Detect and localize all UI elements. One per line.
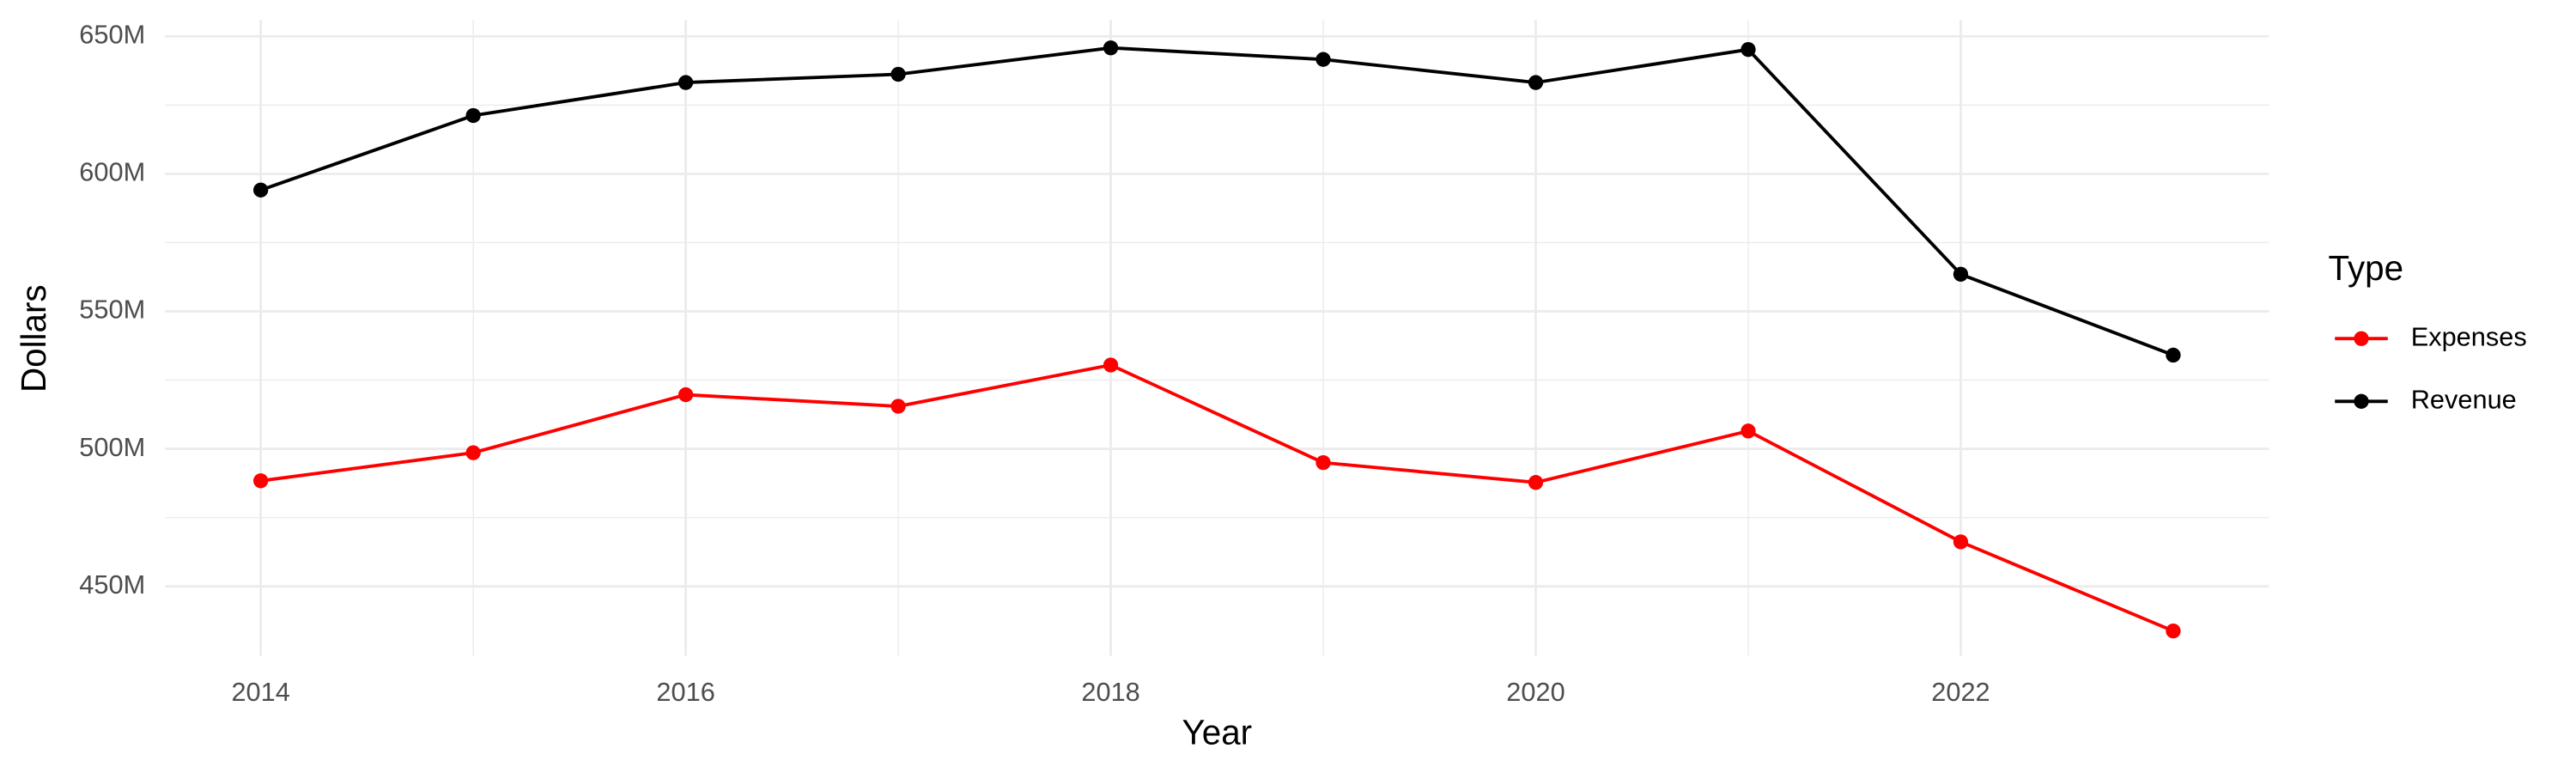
data-point <box>465 107 481 124</box>
data-point <box>1528 75 1544 90</box>
data-point <box>2166 623 2181 639</box>
legend-label: Revenue <box>2411 384 2517 414</box>
series-line <box>260 46 2174 357</box>
data-point <box>677 75 694 90</box>
data-point <box>253 473 269 489</box>
y-tick-label: 500M <box>79 432 145 462</box>
data-point <box>1953 534 1969 550</box>
data-point <box>1315 455 1331 471</box>
x-tick-label: 2018 <box>1081 677 1139 707</box>
y-axis-title: Dollars <box>14 284 53 393</box>
data-point <box>1103 40 1119 56</box>
data-point <box>890 66 906 82</box>
x-tick-label: 2016 <box>656 677 714 707</box>
data-point <box>1741 42 1756 58</box>
y-tick-label: 650M <box>79 19 145 49</box>
legend-point <box>2354 393 2369 409</box>
y-tick-label: 550M <box>79 295 145 325</box>
x-axis-title: Year <box>1182 712 1253 752</box>
legend-label: Expenses <box>2411 321 2527 351</box>
data-point <box>1528 475 1544 490</box>
y-tick-label: 600M <box>79 157 145 187</box>
data-point <box>1741 423 1756 439</box>
data-point <box>1103 357 1119 373</box>
data-point <box>2166 347 2181 363</box>
data-point <box>465 445 481 460</box>
x-tick-label: 2022 <box>1931 677 1990 707</box>
y-tick-label: 450M <box>79 569 145 600</box>
x-tick-label: 2020 <box>1506 677 1564 707</box>
data-point <box>677 386 694 403</box>
legend-title: Type <box>2329 248 2404 288</box>
data-point <box>1315 52 1331 67</box>
data-point <box>1953 266 1969 282</box>
series-line <box>260 362 2174 633</box>
data-point <box>890 399 906 414</box>
legend-point <box>2354 331 2369 346</box>
data-point <box>253 182 269 198</box>
x-tick-label: 2014 <box>231 677 289 707</box>
